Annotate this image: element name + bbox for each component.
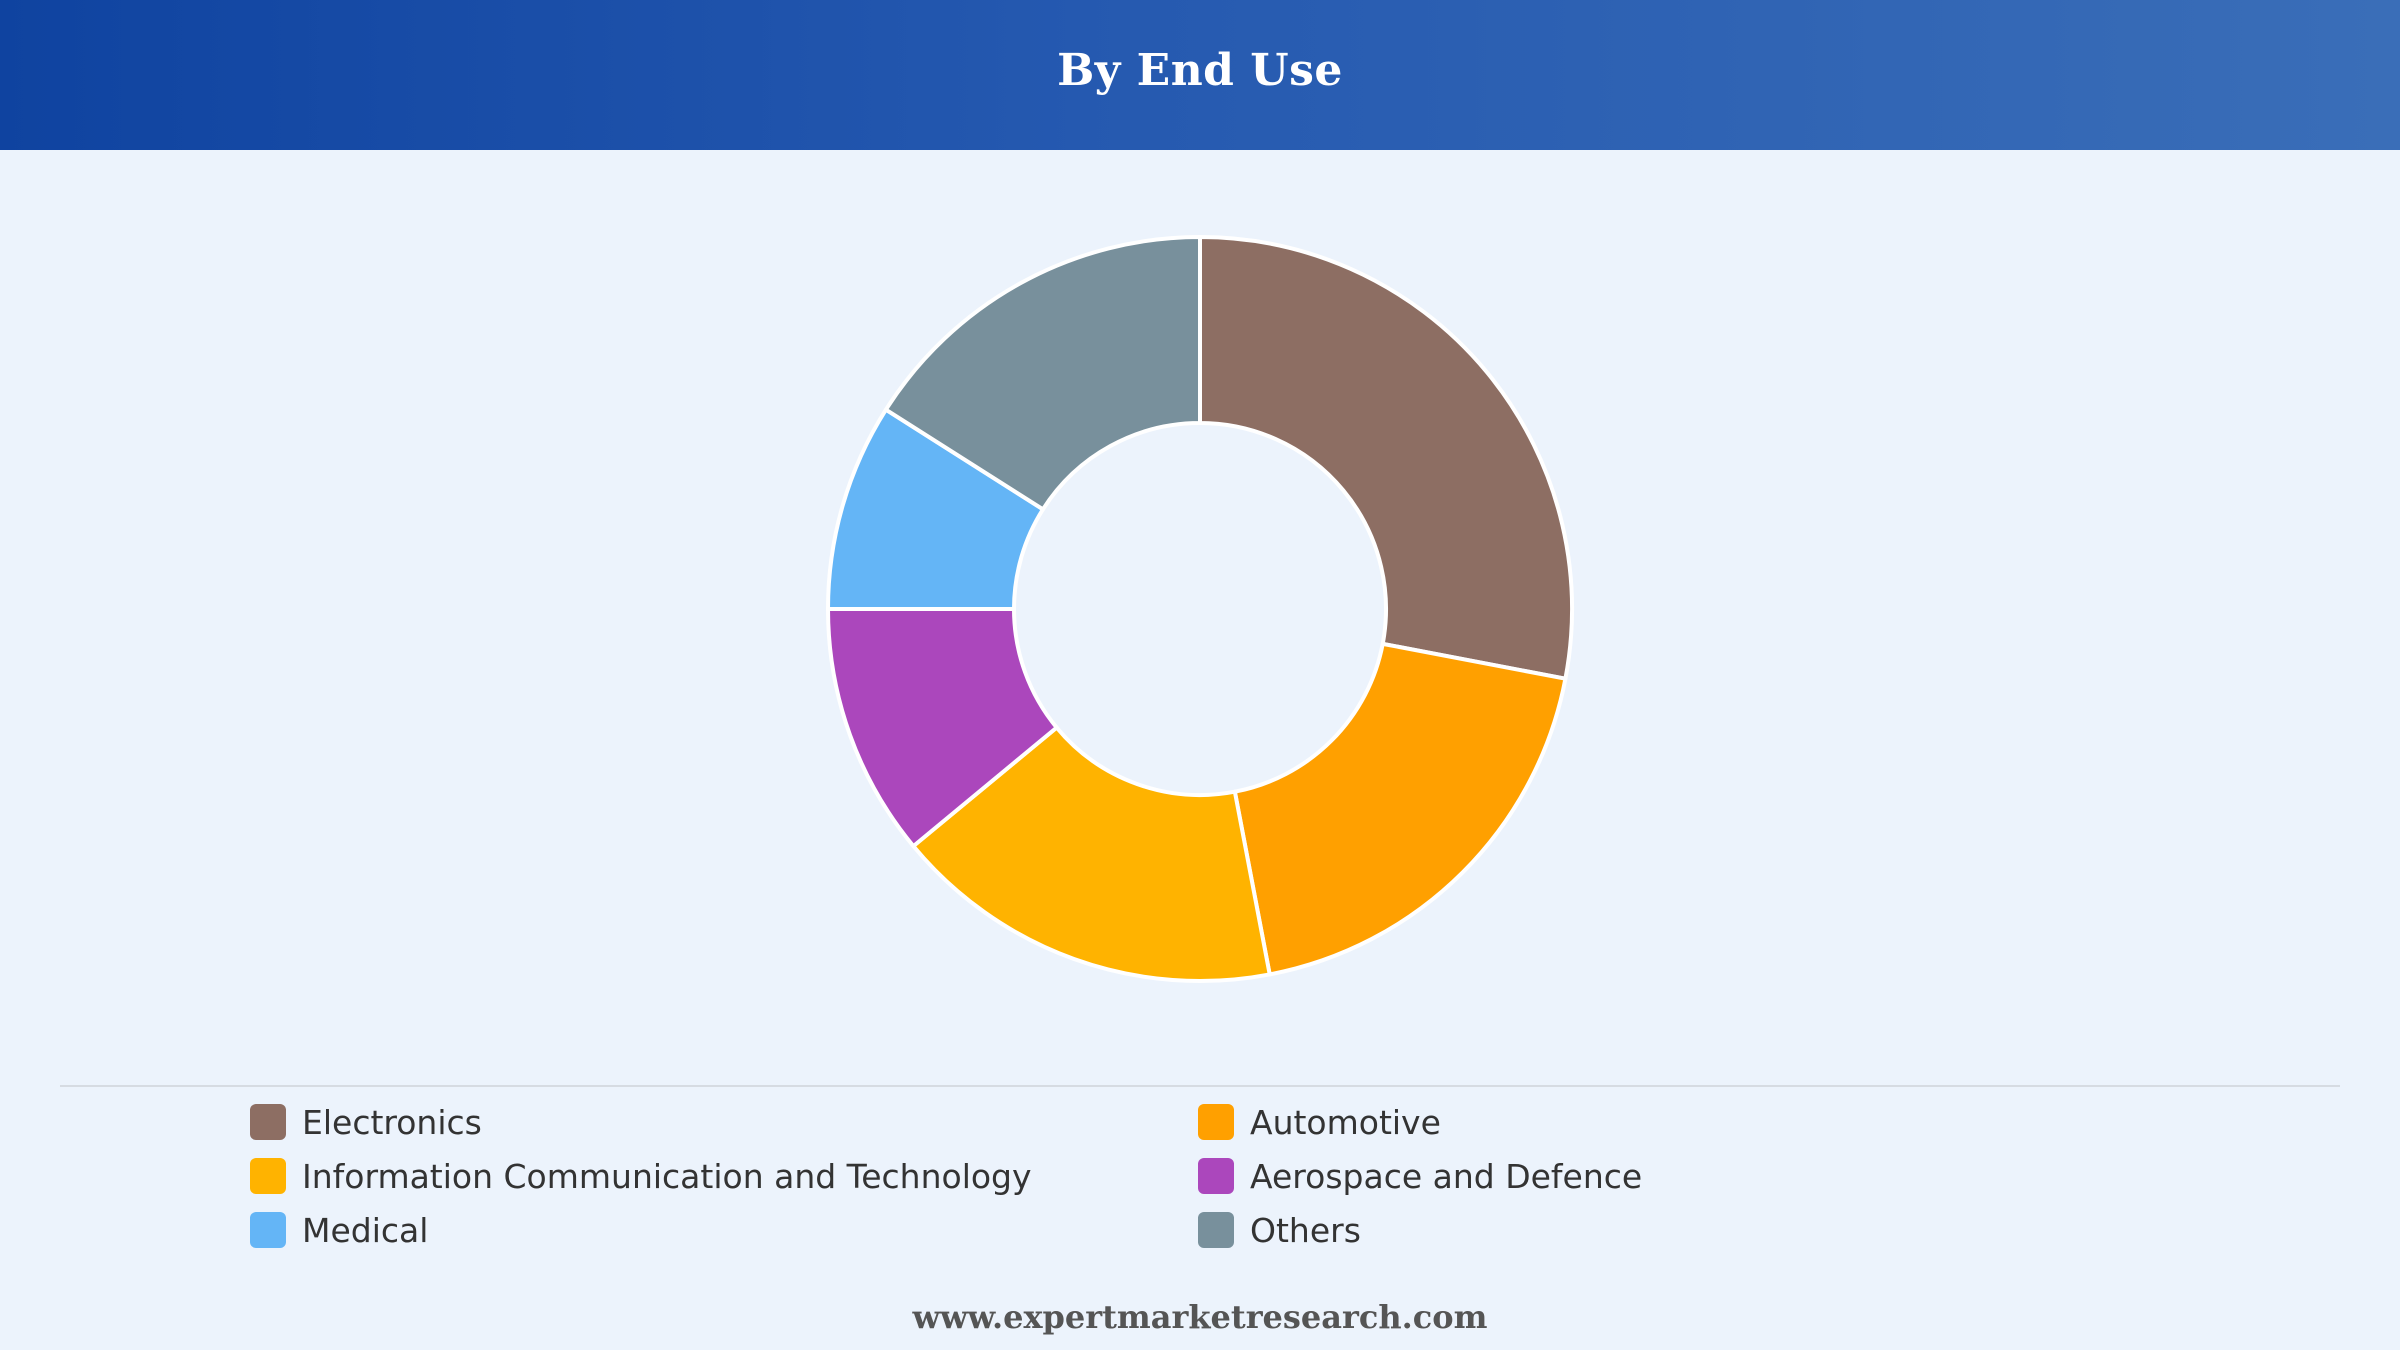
source-url: www.expertmarketresearch.com [912,1298,1488,1336]
chart-area [0,150,2400,1080]
legend-item-others[interactable]: Others [1198,1203,1650,1257]
slice-others[interactable] [883,235,1202,512]
legend-swatch [250,1212,286,1248]
donut-chart [826,235,1574,983]
legend-swatch [250,1104,286,1140]
legend-divider [60,1085,2340,1087]
slice-information-communication-and-technology[interactable] [911,725,1272,983]
legend-swatch [1198,1212,1234,1248]
chart-title: By End Use [1057,44,1343,96]
legend-item-electronics[interactable]: Electronics [250,1095,1198,1149]
legend-item-aerospace-and-defence[interactable]: Aerospace and Defence [1198,1149,1650,1203]
legend-item-automotive[interactable]: Automotive [1198,1095,1650,1149]
legend-label: Medical [302,1210,429,1250]
legend-swatch [1198,1158,1234,1194]
legend-swatch [1198,1104,1234,1140]
legend-label: Automotive [1250,1102,1441,1142]
legend-label: Information Communication and Technology [302,1156,1032,1196]
chart-header: By End Use [0,0,2400,150]
legend-item-information-communication-and-technology[interactable]: Information Communication and Technology [250,1149,1198,1203]
slice-automotive[interactable] [1232,641,1568,977]
legend-label: Aerospace and Defence [1250,1156,1643,1196]
legend-label: Electronics [302,1102,482,1142]
chart-legend: Electronics Automotive Information Communi… [250,1095,1650,1257]
slice-electronics[interactable] [1198,235,1574,681]
legend-swatch [250,1158,286,1194]
legend-label: Others [1250,1210,1361,1250]
legend-item-medical[interactable]: Medical [250,1203,1198,1257]
